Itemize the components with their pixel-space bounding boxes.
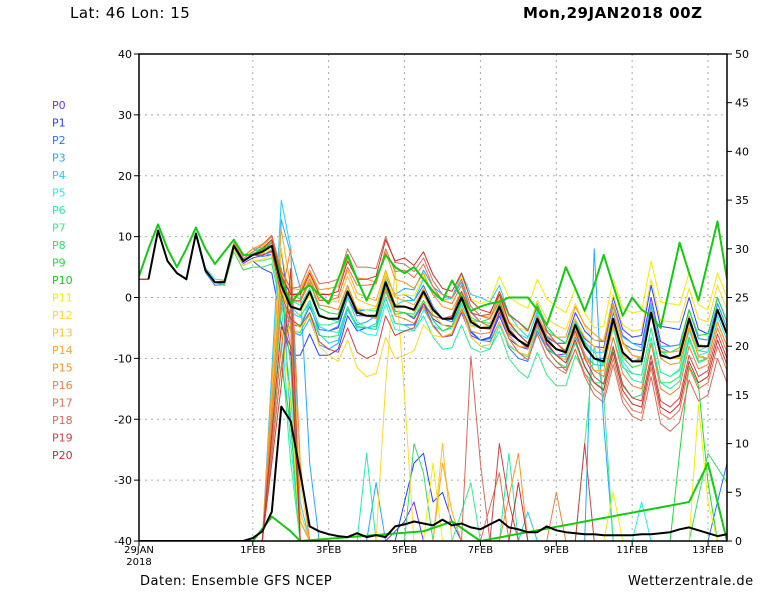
temp-line-p12 (139, 230, 727, 378)
right-tick-label: 5 (735, 486, 742, 499)
location-label: Lat: 46 Lon: 15 (70, 4, 191, 22)
right-tick-label: 0 (735, 535, 742, 548)
legend-item-p4: P4 (52, 169, 66, 182)
x-tick-label: 9FEB (544, 545, 569, 556)
left-tick-label: 0 (125, 292, 132, 305)
legend-item-p18: P18 (52, 414, 73, 427)
legend-item-p7: P7 (52, 222, 66, 235)
right-tick-label: 15 (735, 389, 749, 402)
left-tick-label: -40 (114, 535, 132, 548)
legend-item-p9: P9 (52, 257, 66, 270)
legend-item-p14: P14 (52, 344, 73, 357)
x-tick-label: 1FEB (240, 545, 265, 556)
x-tick-year: 2018 (126, 557, 151, 568)
left-tick-label: 40 (118, 48, 132, 61)
left-tick-label: -30 (114, 474, 132, 487)
precip-line-p1 (139, 248, 727, 541)
left-tick-label: 10 (118, 231, 132, 244)
right-tick-label: 40 (735, 145, 749, 158)
precip-mean-line (139, 405, 727, 541)
left-tick-label: -10 (114, 352, 132, 365)
legend-item-p15: P15 (52, 362, 73, 375)
right-tick-label: 45 (735, 97, 749, 110)
legend: P0 P1 P2 P3 P4 P5 P6 P7 P8 P9 P10 P11 P12 P13 P14 P15 P1… (52, 99, 73, 462)
left-axis: 40 30 20 10 0 -10 -20 -30 -40 (114, 48, 139, 548)
legend-item-p12: P12 (52, 309, 73, 322)
right-tick-label: 25 (735, 292, 749, 305)
precip-line-p10 (139, 462, 727, 541)
legend-item-p6: P6 (52, 204, 66, 217)
right-tick-label: 10 (735, 438, 749, 451)
right-tick-label: 30 (735, 243, 749, 256)
run-time-label: Mon,29JAN2018 00Z (523, 4, 703, 22)
legend-item-p13: P13 (52, 327, 73, 340)
x-tick-label: 5FEB (392, 545, 417, 556)
series-layer (139, 199, 727, 541)
temp-mean-line (147, 229, 727, 363)
left-tick-label: 30 (118, 109, 132, 122)
legend-item-p20: P20 (52, 449, 73, 462)
temp-line-p15 (139, 230, 727, 365)
right-tick-label: 50 (735, 48, 749, 61)
x-tick-label: 11FEB (616, 545, 648, 556)
legend-item-p2: P2 (52, 134, 66, 147)
x-tick-label: 29JAN (124, 545, 154, 556)
site-label: Wetterzentrale.de (628, 574, 754, 589)
left-tick-label: -20 (114, 413, 132, 426)
x-axis: 29JAN2018 1FEB 3FEB 5FEB 7FEB 9FEB 11FEB 13FEB (124, 541, 724, 568)
legend-item-p11: P11 (52, 292, 73, 305)
legend-item-p19: P19 (52, 432, 73, 445)
right-tick-label: 20 (735, 340, 749, 353)
data-source-label: Daten: Ensemble GFS NCEP (140, 574, 333, 589)
precip-line-p11 (139, 326, 727, 541)
legend-item-p10: P10 (52, 274, 73, 287)
legend-item-p17: P17 (52, 397, 73, 410)
left-tick-label: 20 (118, 170, 132, 183)
grid (139, 54, 727, 541)
legend-item-p8: P8 (52, 239, 66, 252)
legend-item-p5: P5 (52, 187, 66, 200)
x-tick-label: 3FEB (316, 545, 341, 556)
legend-item-p0: P0 (52, 99, 66, 112)
legend-item-p16: P16 (52, 379, 73, 392)
x-tick-label: 13FEB (692, 545, 724, 556)
legend-item-p1: P1 (52, 117, 66, 130)
x-tick-label: 7FEB (468, 545, 493, 556)
temp-line-p10 (139, 220, 727, 329)
legend-item-p3: P3 (52, 152, 66, 165)
right-tick-label: 35 (735, 194, 749, 207)
